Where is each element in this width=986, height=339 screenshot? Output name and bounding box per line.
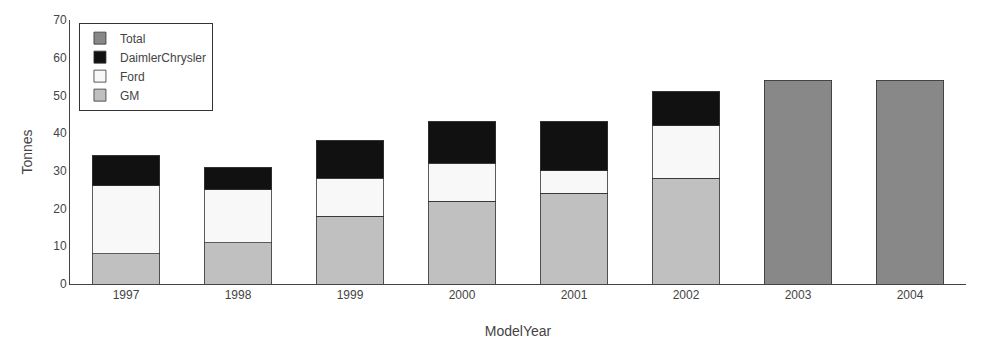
svg-text:2001: 2001 — [561, 288, 588, 302]
svg-text:1997: 1997 — [113, 288, 140, 302]
svg-text:2004: 2004 — [897, 288, 924, 302]
svg-text:10: 10 — [53, 239, 67, 253]
svg-text:70: 70 — [53, 13, 67, 27]
svg-text:GM: GM — [120, 89, 139, 103]
svg-text:Ford: Ford — [120, 70, 145, 84]
svg-text:2002: 2002 — [673, 288, 700, 302]
svg-text:1998: 1998 — [225, 288, 252, 302]
svg-text:1999: 1999 — [337, 288, 364, 302]
svg-text:50: 50 — [53, 89, 67, 103]
svg-text:60: 60 — [53, 51, 67, 65]
svg-text:DaimlerChrysler: DaimlerChrysler — [120, 51, 206, 65]
svg-text:ModelYear: ModelYear — [485, 323, 552, 339]
svg-text:2000: 2000 — [449, 288, 476, 302]
svg-text:40: 40 — [53, 126, 67, 140]
svg-text:Tonnes: Tonnes — [19, 129, 35, 174]
svg-text:30: 30 — [53, 164, 67, 178]
svg-text:Total: Total — [120, 32, 145, 46]
svg-text:0: 0 — [60, 277, 67, 291]
svg-text:2003: 2003 — [785, 288, 812, 302]
svg-text:20: 20 — [53, 202, 67, 216]
